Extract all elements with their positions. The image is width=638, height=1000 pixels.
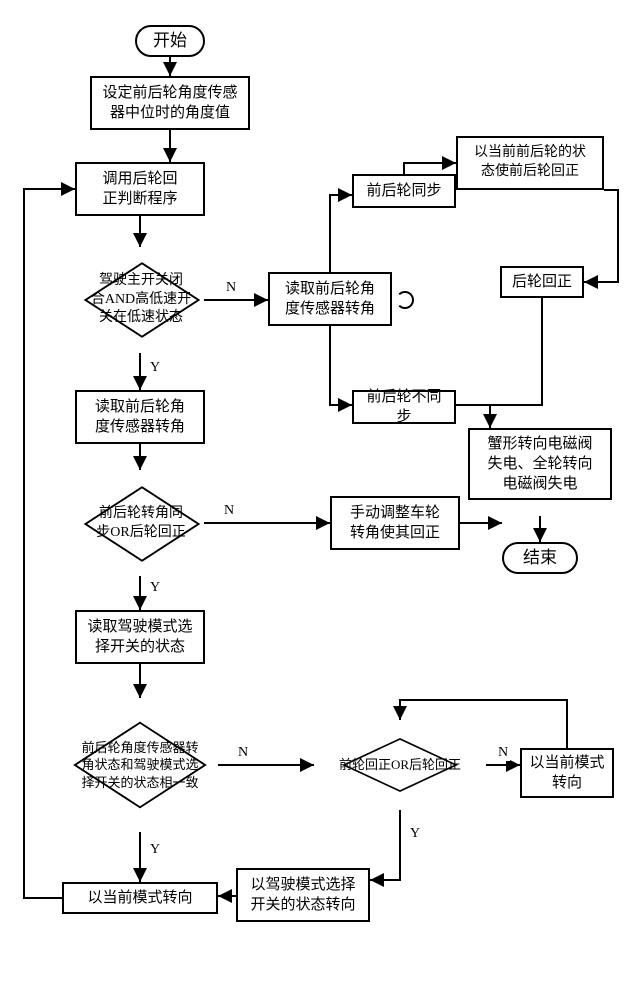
yn-fr-n: N: [496, 745, 510, 761]
sync-decision-label: 前后轮转角同 步OR后轮回正: [96, 505, 185, 543]
switch-decision-label: 驾驶主开关闭 合AND高低速开 关在低速状态: [91, 272, 191, 329]
yn-sync-n: N: [222, 503, 236, 519]
yn-switch-n: N: [224, 280, 238, 296]
yn-sync-y: Y: [148, 580, 162, 596]
flow-arrows: [0, 0, 638, 1000]
front-rear-decision-label: 前轮回正OR后轮回正: [339, 756, 461, 774]
mode-match-decision-label: 前后轮角度传感器转 角状态和驾驶模式选 择开关的状态相一致: [81, 739, 198, 792]
yn-mode-y: Y: [148, 842, 162, 858]
yn-mode-n: N: [236, 745, 250, 761]
line-crossing-arc: [396, 291, 414, 309]
yn-switch-y: Y: [148, 360, 162, 376]
yn-fr-y: Y: [408, 826, 422, 842]
